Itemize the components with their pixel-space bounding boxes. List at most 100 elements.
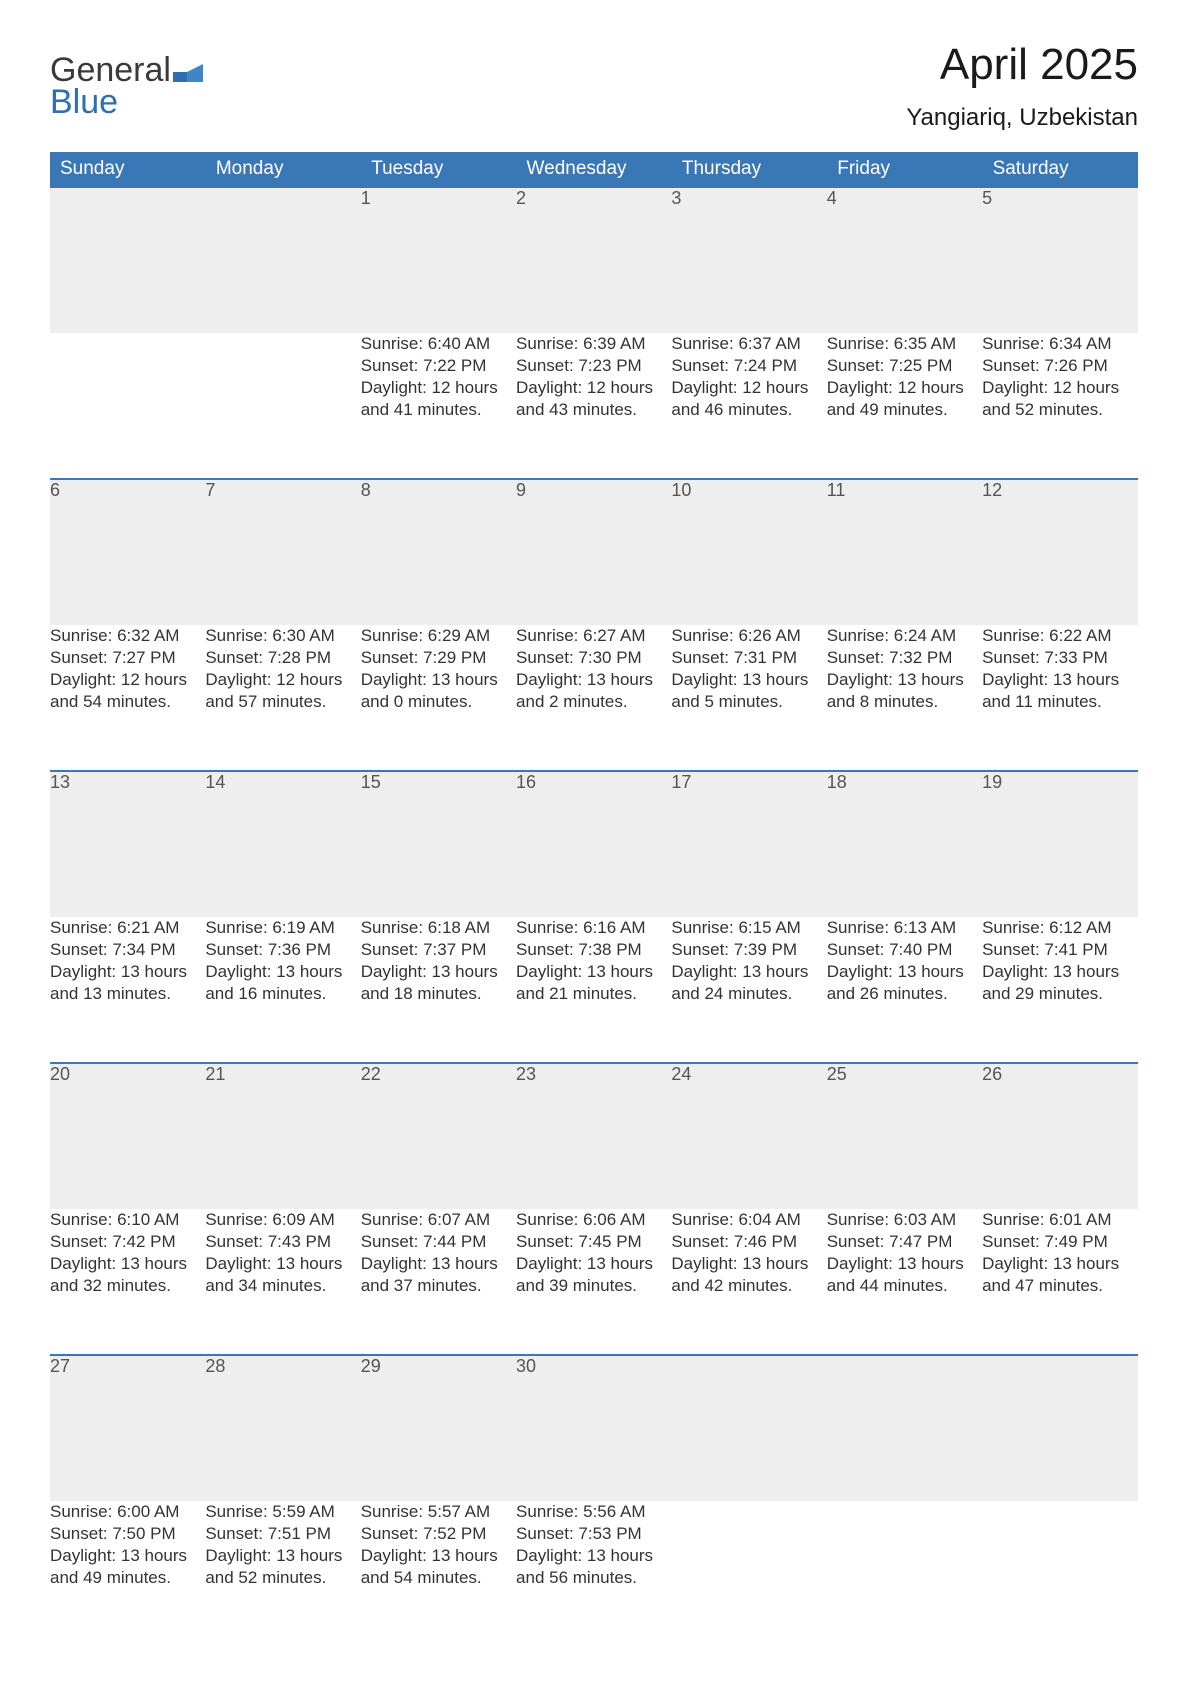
day-body-cell: Sunrise: 6:26 AMSunset: 7:31 PMDaylight:…	[671, 625, 826, 771]
sunrise-line: Sunrise: 6:07 AM	[361, 1209, 516, 1231]
daylight-line: Daylight: 12 hours and 57 minutes.	[205, 669, 360, 713]
weekday-header: Thursday	[671, 152, 826, 187]
day-number-cell: 30	[516, 1355, 671, 1501]
day-number-row: 6789101112	[50, 479, 1138, 625]
month-title: April 2025	[906, 40, 1138, 90]
day-body-cell: Sunrise: 6:15 AMSunset: 7:39 PMDaylight:…	[671, 917, 826, 1063]
day-body-cell: Sunrise: 6:00 AMSunset: 7:50 PMDaylight:…	[50, 1501, 205, 1647]
day-body-cell: Sunrise: 6:32 AMSunset: 7:27 PMDaylight:…	[50, 625, 205, 771]
sunrise-line: Sunrise: 6:03 AM	[827, 1209, 982, 1231]
day-number-cell: 11	[827, 479, 982, 625]
daylight-line: Daylight: 12 hours and 49 minutes.	[827, 377, 982, 421]
day-body-cell: Sunrise: 6:18 AMSunset: 7:37 PMDaylight:…	[361, 917, 516, 1063]
sunrise-line: Sunrise: 6:19 AM	[205, 917, 360, 939]
day-body-cell	[671, 1501, 826, 1647]
daylight-line: Daylight: 13 hours and 56 minutes.	[516, 1545, 671, 1589]
sunset-line: Sunset: 7:43 PM	[205, 1231, 360, 1253]
sunrise-line: Sunrise: 6:01 AM	[982, 1209, 1137, 1231]
day-number-cell: 8	[361, 479, 516, 625]
day-number-cell: 1	[361, 187, 516, 333]
day-body-cell	[827, 1501, 982, 1647]
day-number-cell: 6	[50, 479, 205, 625]
day-number-row: 20212223242526	[50, 1063, 1138, 1209]
sunrise-line: Sunrise: 6:10 AM	[50, 1209, 205, 1231]
sunrise-line: Sunrise: 6:15 AM	[671, 917, 826, 939]
sunset-line: Sunset: 7:23 PM	[516, 355, 671, 377]
day-body-cell: Sunrise: 6:37 AMSunset: 7:24 PMDaylight:…	[671, 333, 826, 479]
day-number-cell: 19	[982, 771, 1137, 917]
sunset-line: Sunset: 7:26 PM	[982, 355, 1137, 377]
day-body-cell: Sunrise: 6:39 AMSunset: 7:23 PMDaylight:…	[516, 333, 671, 479]
sunset-line: Sunset: 7:25 PM	[827, 355, 982, 377]
day-number-cell: 15	[361, 771, 516, 917]
sunrise-line: Sunrise: 6:29 AM	[361, 625, 516, 647]
day-number-cell: 28	[205, 1355, 360, 1501]
daylight-line: Daylight: 13 hours and 18 minutes.	[361, 961, 516, 1005]
day-body-cell: Sunrise: 6:01 AMSunset: 7:49 PMDaylight:…	[982, 1209, 1137, 1355]
day-body-cell: Sunrise: 6:12 AMSunset: 7:41 PMDaylight:…	[982, 917, 1137, 1063]
sunset-line: Sunset: 7:24 PM	[671, 355, 826, 377]
sunrise-line: Sunrise: 6:13 AM	[827, 917, 982, 939]
day-number-cell: 24	[671, 1063, 826, 1209]
sunrise-line: Sunrise: 6:35 AM	[827, 333, 982, 355]
daylight-line: Daylight: 13 hours and 52 minutes.	[205, 1545, 360, 1589]
day-number-cell: 4	[827, 187, 982, 333]
day-body-cell: Sunrise: 6:30 AMSunset: 7:28 PMDaylight:…	[205, 625, 360, 771]
day-body-cell: Sunrise: 6:35 AMSunset: 7:25 PMDaylight:…	[827, 333, 982, 479]
daylight-line: Daylight: 12 hours and 41 minutes.	[361, 377, 516, 421]
day-body-cell: Sunrise: 6:13 AMSunset: 7:40 PMDaylight:…	[827, 917, 982, 1063]
day-number-cell: 27	[50, 1355, 205, 1501]
sunrise-line: Sunrise: 6:06 AM	[516, 1209, 671, 1231]
day-body-cell: Sunrise: 6:29 AMSunset: 7:29 PMDaylight:…	[361, 625, 516, 771]
day-body-cell: Sunrise: 6:07 AMSunset: 7:44 PMDaylight:…	[361, 1209, 516, 1355]
daylight-line: Daylight: 13 hours and 26 minutes.	[827, 961, 982, 1005]
sunrise-line: Sunrise: 6:32 AM	[50, 625, 205, 647]
sunrise-line: Sunrise: 6:26 AM	[671, 625, 826, 647]
sunset-line: Sunset: 7:29 PM	[361, 647, 516, 669]
weekday-header: Tuesday	[361, 152, 516, 187]
day-number-cell: 18	[827, 771, 982, 917]
day-body-cell: Sunrise: 6:10 AMSunset: 7:42 PMDaylight:…	[50, 1209, 205, 1355]
calendar-table: SundayMondayTuesdayWednesdayThursdayFrid…	[50, 152, 1138, 1647]
day-body-cell: Sunrise: 5:56 AMSunset: 7:53 PMDaylight:…	[516, 1501, 671, 1647]
sunrise-line: Sunrise: 6:04 AM	[671, 1209, 826, 1231]
sunrise-line: Sunrise: 5:56 AM	[516, 1501, 671, 1523]
day-body-cell: Sunrise: 5:59 AMSunset: 7:51 PMDaylight:…	[205, 1501, 360, 1647]
logo-flag-icon	[173, 60, 203, 82]
logo-text: General Blue	[50, 54, 171, 119]
sunset-line: Sunset: 7:50 PM	[50, 1523, 205, 1545]
day-number-cell: 14	[205, 771, 360, 917]
daylight-line: Daylight: 13 hours and 54 minutes.	[361, 1545, 516, 1589]
sunrise-line: Sunrise: 6:18 AM	[361, 917, 516, 939]
daylight-line: Daylight: 12 hours and 43 minutes.	[516, 377, 671, 421]
daylight-line: Daylight: 13 hours and 11 minutes.	[982, 669, 1137, 713]
sunrise-line: Sunrise: 6:00 AM	[50, 1501, 205, 1523]
sunrise-line: Sunrise: 6:21 AM	[50, 917, 205, 939]
day-number-cell	[205, 187, 360, 333]
daylight-line: Daylight: 12 hours and 52 minutes.	[982, 377, 1137, 421]
day-number-cell: 9	[516, 479, 671, 625]
day-number-cell: 2	[516, 187, 671, 333]
day-number-cell: 25	[827, 1063, 982, 1209]
day-number-cell: 13	[50, 771, 205, 917]
day-body-cell	[982, 1501, 1137, 1647]
location: Yangiariq, Uzbekistan	[906, 104, 1138, 132]
daylight-line: Daylight: 13 hours and 2 minutes.	[516, 669, 671, 713]
daylight-line: Daylight: 13 hours and 0 minutes.	[361, 669, 516, 713]
weekday-header: Friday	[827, 152, 982, 187]
sunset-line: Sunset: 7:41 PM	[982, 939, 1137, 961]
day-body-row: Sunrise: 6:32 AMSunset: 7:27 PMDaylight:…	[50, 625, 1138, 771]
sunrise-line: Sunrise: 6:09 AM	[205, 1209, 360, 1231]
day-number-cell: 23	[516, 1063, 671, 1209]
daylight-line: Daylight: 13 hours and 8 minutes.	[827, 669, 982, 713]
day-number-cell: 21	[205, 1063, 360, 1209]
sunrise-line: Sunrise: 6:34 AM	[982, 333, 1137, 355]
sunrise-line: Sunrise: 6:39 AM	[516, 333, 671, 355]
day-body-cell: Sunrise: 6:09 AMSunset: 7:43 PMDaylight:…	[205, 1209, 360, 1355]
weekday-header: Monday	[205, 152, 360, 187]
day-number-cell: 5	[982, 187, 1137, 333]
weekday-header: Sunday	[50, 152, 205, 187]
sunset-line: Sunset: 7:40 PM	[827, 939, 982, 961]
sunset-line: Sunset: 7:36 PM	[205, 939, 360, 961]
day-number-cell	[50, 187, 205, 333]
